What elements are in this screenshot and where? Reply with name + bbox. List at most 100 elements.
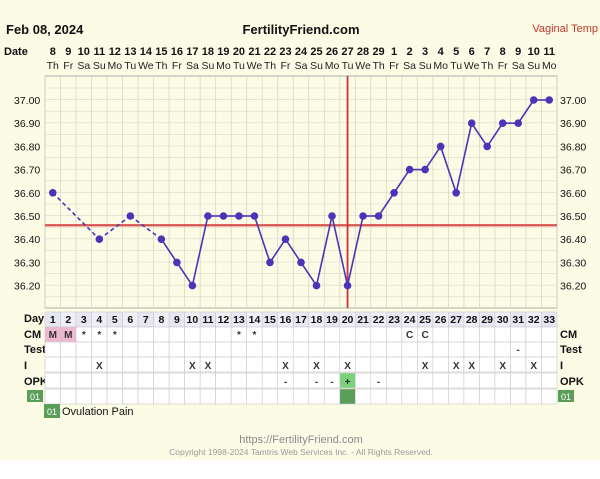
temp-point[interactable] <box>467 119 476 127</box>
temp-point[interactable] <box>421 165 429 174</box>
i-cell <box>246 356 263 373</box>
temp-point[interactable] <box>529 96 538 104</box>
note-cell <box>153 388 170 405</box>
date-label: 11 <box>543 46 555 58</box>
cm-cell <box>448 326 465 343</box>
opk-cell <box>525 372 542 389</box>
temp-point[interactable] <box>188 281 197 290</box>
opk-cell <box>44 372 61 389</box>
date-label: 20 <box>233 46 245 58</box>
day-number: 8 <box>158 314 164 326</box>
note-cell <box>355 388 372 405</box>
series-line-segment <box>300 261 318 287</box>
i-row-label: I <box>24 360 27 372</box>
note-cell <box>137 388 154 405</box>
weekday-label: Fr <box>498 60 508 72</box>
series-line-segment <box>439 146 457 194</box>
temp-point[interactable] <box>359 212 367 220</box>
day-number: 6 <box>127 314 133 326</box>
day-number: 16 <box>280 314 292 326</box>
temp-point[interactable] <box>452 189 460 197</box>
test-cell <box>401 341 418 358</box>
note-cell <box>199 388 216 405</box>
opk-cell <box>448 372 465 389</box>
opk-cell <box>479 372 496 389</box>
date-label: 11 <box>93 46 105 58</box>
opk-cell <box>417 372 434 389</box>
note-badge-left-label: 01 <box>30 392 40 402</box>
temp-point[interactable] <box>95 235 104 243</box>
note-badge-left[interactable] <box>27 390 43 402</box>
temp-point[interactable] <box>281 235 290 243</box>
note-cell <box>370 388 387 405</box>
temp-point[interactable] <box>126 212 135 220</box>
temp-point[interactable] <box>390 189 398 197</box>
test-cell <box>277 341 294 358</box>
temp-point[interactable] <box>545 96 554 104</box>
footer-url[interactable]: https://FertilityFriend.com <box>239 434 362 446</box>
note-cell <box>60 388 77 405</box>
weekday-label: We <box>138 60 154 72</box>
i-cell <box>370 356 387 373</box>
date-label: 29 <box>372 46 384 58</box>
temp-point[interactable] <box>328 212 336 220</box>
test-cell <box>355 341 372 358</box>
i-cell <box>168 356 185 373</box>
series-line-segment <box>253 215 271 263</box>
note-cell <box>277 388 294 405</box>
temp-point[interactable] <box>498 119 507 127</box>
day-number: 27 <box>450 314 462 326</box>
temp-point[interactable] <box>514 119 523 127</box>
test-cell <box>44 341 61 358</box>
note-cell <box>494 388 511 405</box>
temp-point[interactable] <box>266 258 274 267</box>
cm-cell <box>199 326 216 343</box>
test-cell <box>494 341 511 358</box>
y-tick-label: 37.00 <box>14 95 40 107</box>
day-number: 7 <box>143 314 149 326</box>
series-line-segment <box>269 238 287 263</box>
series-line-segment <box>471 122 488 147</box>
note-badge-right[interactable] <box>558 390 574 402</box>
opk-cell <box>215 372 232 389</box>
i-cell <box>401 356 418 373</box>
series-line-segment <box>191 215 209 286</box>
intercourse-mark: X <box>453 361 460 372</box>
temp-point[interactable] <box>312 281 321 290</box>
temp-point[interactable] <box>173 258 181 267</box>
weekday-label: Tu <box>450 60 462 72</box>
temp-point[interactable] <box>204 212 212 220</box>
test-cell <box>261 341 279 358</box>
date-label: 6 <box>469 46 475 58</box>
weekday-label: Sa <box>77 60 90 72</box>
opk-cell <box>153 372 170 389</box>
cm-cell <box>277 326 294 343</box>
cm-mark: * <box>97 330 101 341</box>
day-number: 25 <box>419 314 431 326</box>
temp-point[interactable] <box>48 189 57 197</box>
day-number: 17 <box>295 314 307 326</box>
temp-point[interactable] <box>343 281 352 290</box>
temp-point[interactable] <box>405 165 414 174</box>
y-tick-label: 36.60 <box>14 188 40 200</box>
y-tick-label: 36.30 <box>14 257 40 269</box>
temp-point[interactable] <box>250 212 259 220</box>
temp-point[interactable] <box>235 212 243 220</box>
temp-point[interactable] <box>219 212 228 220</box>
weekday-label: Th <box>155 60 167 72</box>
note-cell <box>91 388 108 405</box>
opk-cell <box>106 372 123 389</box>
note-cell <box>261 388 279 405</box>
temp-point[interactable] <box>157 235 166 243</box>
cm-cell <box>292 326 310 343</box>
test-cell <box>184 341 201 358</box>
note-cell <box>432 388 449 405</box>
temp-point[interactable] <box>483 142 491 151</box>
day-number: 26 <box>435 314 447 326</box>
note-cell <box>184 388 201 405</box>
cm-cell <box>494 326 511 343</box>
test-cell <box>106 341 123 358</box>
temp-point[interactable] <box>436 142 445 151</box>
temp-point[interactable] <box>297 258 305 267</box>
temp-point[interactable] <box>374 212 383 220</box>
